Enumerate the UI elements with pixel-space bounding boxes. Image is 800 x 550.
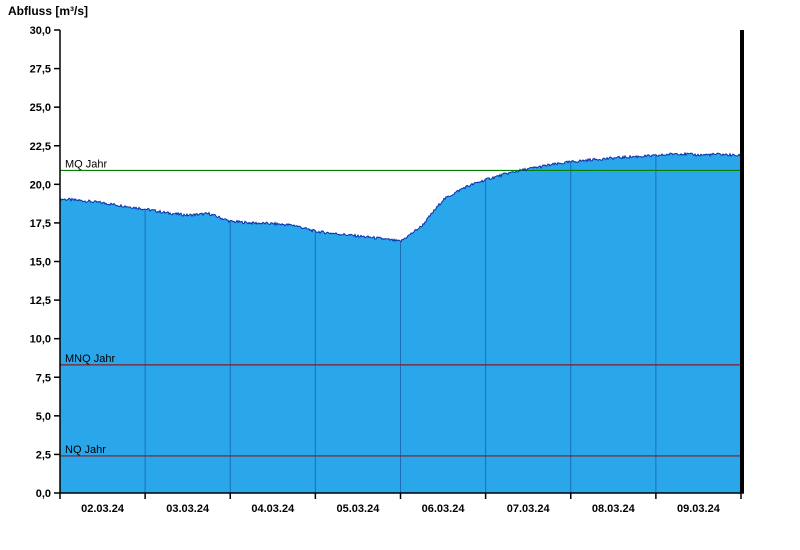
y-tick-label: 10,0 [30, 334, 51, 346]
right-border [740, 30, 744, 493]
x-tick-label: 04.03.24 [251, 503, 295, 515]
y-tick-label: 30,0 [30, 25, 51, 37]
day-gridlines [144, 152, 657, 493]
y-tick-label: 27,5 [30, 64, 51, 76]
y-tick-label: 20,0 [30, 179, 51, 191]
discharge-line [59, 151, 742, 243]
y-tick-label: 0,0 [36, 488, 51, 500]
x-tick-label: 05.03.24 [337, 503, 381, 515]
ref-line-label-nq-jahr: NQ Jahr [65, 444, 106, 456]
y-tick-label: 7,5 [36, 372, 51, 384]
x-tick-label: 07.03.24 [507, 503, 551, 515]
x-tick-label: 09.03.24 [677, 503, 721, 515]
x-tick-label: 02.03.24 [81, 503, 125, 515]
ref-line-label-mq-jahr: MQ Jahr [65, 158, 108, 170]
y-tick-label: 22,5 [30, 141, 51, 153]
chart-title: Abfluss [m³/s] [8, 4, 89, 18]
y-tick-label: 25,0 [30, 102, 51, 114]
y-tick-label: 2,5 [36, 449, 51, 461]
x-tick-label: 03.03.24 [166, 503, 210, 515]
y-tick-label: 12,5 [30, 295, 51, 307]
y-tick-label: 17,5 [30, 218, 51, 230]
ref-line-label-mnq-jahr: MNQ Jahr [65, 353, 115, 365]
x-tick-label: 06.03.24 [422, 503, 466, 515]
y-tick-label: 5,0 [36, 411, 51, 423]
x-tick-label: 08.03.24 [592, 503, 636, 515]
y-tick-label: 15,0 [30, 257, 51, 269]
